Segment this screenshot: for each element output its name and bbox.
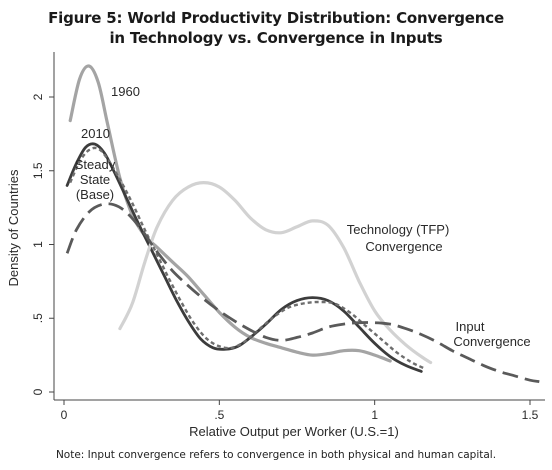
x-tick-label: 1 xyxy=(371,408,378,422)
chart-title-line-1: Figure 5: World Productivity Distributio… xyxy=(48,9,504,27)
x-tick-label: 1.5 xyxy=(522,408,539,422)
series-line-technology xyxy=(118,181,433,365)
series-line-steady-state xyxy=(69,146,425,370)
label-1960: 1960 xyxy=(111,84,140,99)
label-technology-line-1: Technology (TFP) xyxy=(347,222,450,237)
series-line-input xyxy=(65,202,540,384)
annotations: 1960 2010 Steady State (Base) Technology… xyxy=(75,84,531,349)
x-tick-label: 0 xyxy=(61,408,68,422)
y-tick-label: .5 xyxy=(31,313,45,323)
x-tick-label: .5 xyxy=(214,408,224,422)
x-axis-label: Relative Output per Worker (U.S.=1) xyxy=(189,424,399,439)
y-tick-label: 0 xyxy=(31,388,45,395)
label-steady-state-line-1: Steady xyxy=(75,157,116,172)
y-axis-label: Density of Countries xyxy=(6,169,21,287)
axes: 0 .5 1 1.5 2 0 .5 1 1.5 xyxy=(31,52,545,422)
label-steady-state-line-2: State xyxy=(80,172,110,187)
label-input-line-1: Input xyxy=(456,319,485,334)
y-tick-label: 1.5 xyxy=(31,162,45,179)
y-ticks: 0 .5 1 1.5 2 xyxy=(31,93,54,395)
label-technology-line-2: Convergence xyxy=(365,239,442,254)
chart-title-line-2: in Technology vs. Convergence in Inputs xyxy=(109,29,443,47)
label-2010: 2010 xyxy=(81,126,110,141)
footnote: Note: Input convergence refers to conver… xyxy=(55,449,497,461)
label-steady-state-line-3: (Base) xyxy=(76,187,114,202)
series-lines xyxy=(65,64,540,384)
x-ticks: 0 .5 1 1.5 xyxy=(61,400,539,422)
label-input-line-2: Convergence xyxy=(453,334,530,349)
y-tick-label: 1 xyxy=(31,241,45,248)
y-tick-label: 2 xyxy=(31,93,45,100)
